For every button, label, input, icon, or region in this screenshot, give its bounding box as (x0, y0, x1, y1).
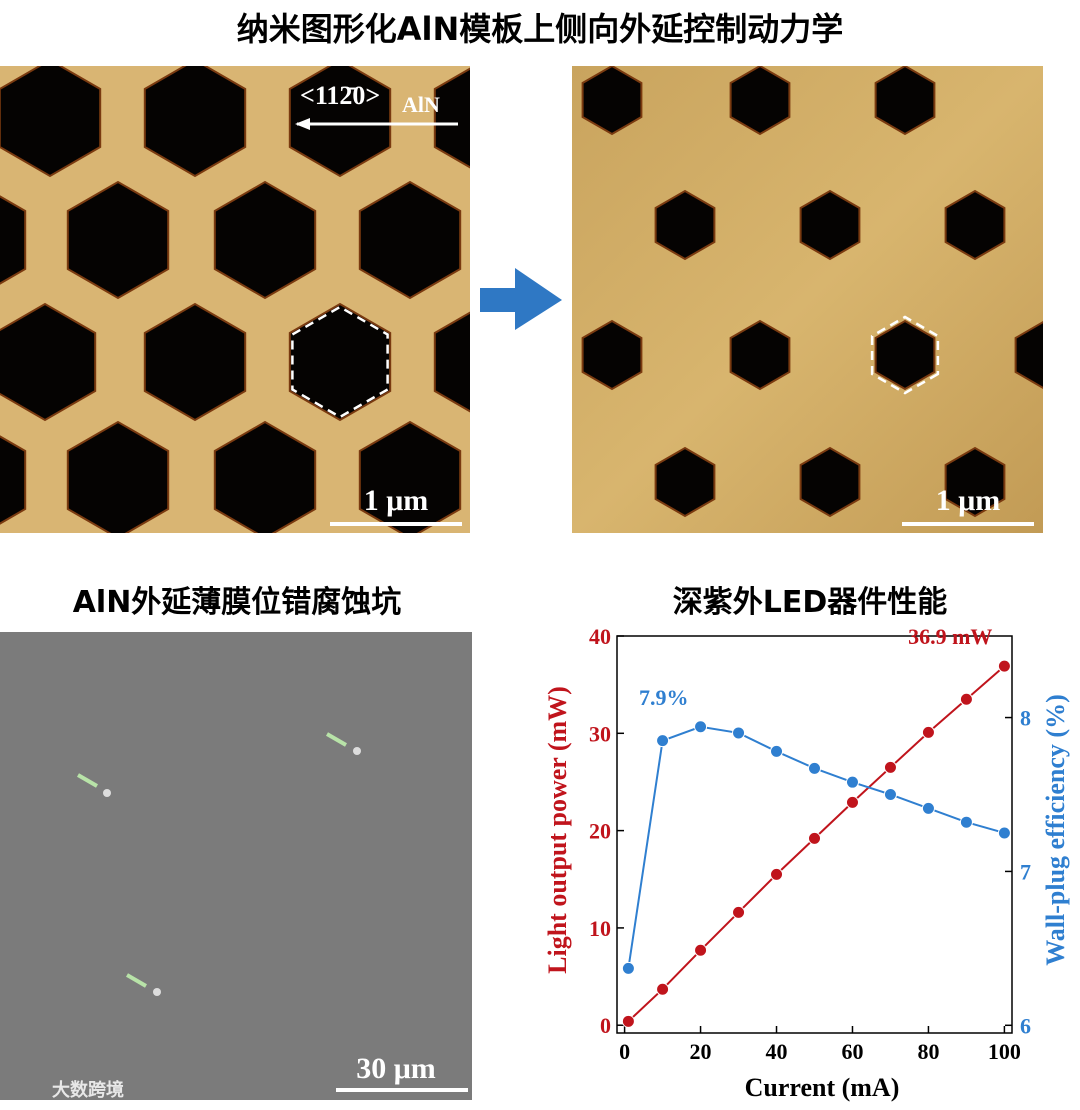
data-point (997, 826, 1011, 840)
data-point (656, 982, 670, 996)
hole (874, 319, 936, 391)
x-tick-label: 0 (619, 1039, 630, 1064)
x-tick-label: 40 (766, 1039, 788, 1064)
afm-before-holes (0, 66, 470, 533)
hole (0, 66, 102, 178)
y2-tick-label: 8 (1020, 706, 1031, 731)
hole (143, 66, 247, 178)
hole (581, 319, 643, 391)
y-tick-label: 0 (600, 1013, 611, 1038)
hole (143, 302, 247, 422)
y2-tick-label: 7 (1020, 859, 1031, 884)
x-tick-label: 60 (841, 1039, 863, 1064)
pit-arrows (76, 732, 348, 988)
hole (1014, 321, 1043, 389)
hole (433, 311, 470, 413)
direction-subscript: AlN (402, 92, 440, 117)
data-point (883, 787, 897, 801)
data-point (770, 744, 784, 758)
hole (66, 420, 170, 533)
data-point (770, 867, 784, 881)
hole (213, 420, 317, 533)
data-point (883, 760, 897, 774)
data-point (621, 1014, 635, 1028)
hole (358, 420, 462, 533)
hole (654, 189, 716, 261)
hole (288, 302, 392, 422)
hole (358, 180, 462, 300)
data-point (621, 961, 635, 975)
y-tick-label: 20 (589, 819, 611, 844)
hole (654, 446, 716, 518)
direction-label: <112̄0> (300, 81, 380, 110)
hole (729, 319, 791, 391)
x-axis-label: Current (mA) (745, 1073, 900, 1102)
hole-outline (291, 305, 389, 419)
data-point (732, 726, 746, 740)
watermark: 大数跨境 (52, 1079, 124, 1101)
afm-after-holes (581, 66, 1043, 518)
sem-image (0, 632, 472, 1100)
data-point (921, 725, 935, 739)
value-label: 36.9 mW (908, 624, 992, 649)
data-point (694, 720, 708, 734)
data-point (732, 905, 746, 919)
etch-pits (103, 747, 361, 996)
data-point (997, 659, 1011, 673)
x-tick-label: 100 (988, 1039, 1021, 1064)
x-tick-label: 20 (690, 1039, 712, 1064)
value-label: 7.9% (639, 685, 689, 710)
scale-bar-label: 1 μm (936, 484, 1001, 517)
hole (0, 435, 27, 525)
hole (581, 66, 643, 136)
data-point (921, 801, 935, 815)
data-point (808, 761, 821, 775)
hole (944, 446, 1006, 518)
y-tick-label: 10 (589, 916, 611, 941)
data-point (959, 692, 973, 706)
y-axis-label: Light output power (mW) (543, 686, 572, 974)
hole (799, 189, 861, 261)
y2-axis-label: Wall-plug efficiency (%) (1041, 694, 1070, 966)
hole (874, 66, 936, 136)
hole (213, 180, 317, 300)
chart-title: 深紫外LED器件性能 (673, 585, 948, 620)
scale-bar-label: 1 μm (364, 484, 429, 517)
data-point (808, 831, 821, 845)
hole (433, 67, 470, 169)
hole (799, 446, 861, 518)
data-point (656, 734, 670, 748)
process-arrow (480, 268, 562, 330)
hole (288, 66, 392, 178)
y-tick-label: 40 (589, 624, 611, 649)
data-point (959, 815, 973, 829)
direction-arrowhead (295, 118, 310, 130)
data-point (845, 775, 859, 789)
data-point (845, 795, 859, 809)
y2-tick-label: 6 (1020, 1013, 1031, 1038)
data-point (694, 943, 708, 957)
plot-frame (616, 635, 1013, 1034)
hole-outline (870, 315, 940, 395)
hole (729, 66, 791, 136)
hole (0, 302, 97, 422)
sem-title: AlN外延薄膜位错腐蚀坑 (73, 585, 402, 620)
hole (0, 195, 27, 285)
scale-bar-label: 30 μm (356, 1052, 436, 1085)
hole (944, 189, 1006, 261)
y-tick-label: 30 (589, 721, 611, 746)
x-tick-label: 80 (917, 1039, 939, 1064)
main-title: 纳米图形化AlN模板上侧向外延控制动力学 (237, 10, 844, 48)
hole (66, 180, 170, 300)
